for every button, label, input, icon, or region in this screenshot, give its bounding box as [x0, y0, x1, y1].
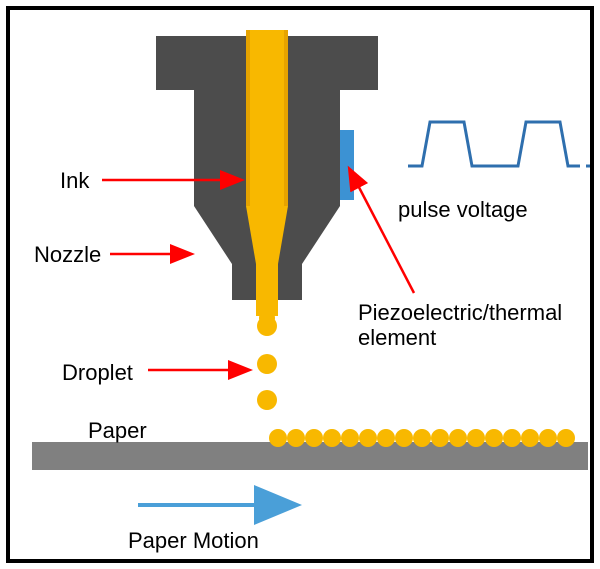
label-ink: Ink [60, 168, 89, 193]
deposited-droplet [413, 429, 431, 447]
deposited-droplet [521, 429, 539, 447]
ink-tip [256, 264, 278, 316]
diagram-svg [10, 10, 590, 559]
diagram-frame: Ink Nozzle Droplet Paper Paper Motion pu… [6, 6, 594, 563]
deposited-droplet [269, 429, 287, 447]
deposited-droplet [485, 429, 503, 447]
deposited-droplet [503, 429, 521, 447]
deposited-droplet [449, 429, 467, 447]
deposited-droplet [539, 429, 557, 447]
deposited-droplet [287, 429, 305, 447]
deposited-droplet [431, 429, 449, 447]
pulse-waveform [408, 122, 580, 166]
label-nozzle: Nozzle [34, 242, 101, 267]
deposited-droplet [323, 429, 341, 447]
callout-arrow-piezo [350, 170, 414, 293]
droplet-icon [257, 316, 277, 336]
deposited-droplet [341, 429, 359, 447]
label-paper-motion: Paper Motion [128, 528, 259, 553]
label-piezo: Piezoelectric/thermal element [358, 300, 562, 351]
ink-column [246, 30, 288, 206]
deposited-droplet [395, 429, 413, 447]
paper-slab [32, 442, 588, 470]
label-droplet: Droplet [62, 360, 133, 385]
deposited-droplet [467, 429, 485, 447]
deposited-droplet [377, 429, 395, 447]
deposited-droplet [359, 429, 377, 447]
label-pulse: pulse voltage [398, 197, 528, 222]
droplet-icon [257, 390, 277, 410]
deposited-droplet [305, 429, 323, 447]
deposited-droplet [557, 429, 575, 447]
label-paper: Paper [88, 418, 147, 443]
droplet-icon [257, 354, 277, 374]
piezo-element [340, 130, 354, 200]
